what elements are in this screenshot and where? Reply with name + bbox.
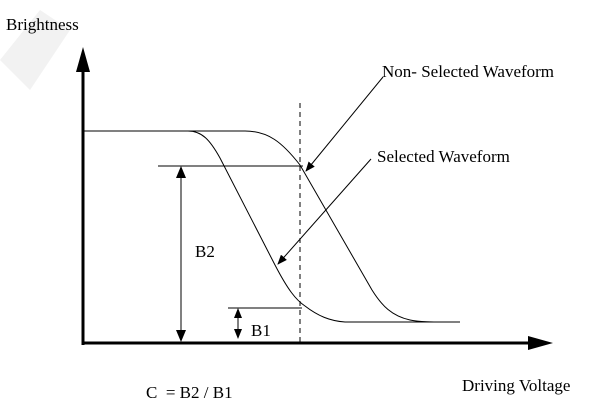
b1-arrowhead-bottom	[234, 329, 242, 339]
b2-arrowhead-top	[176, 166, 186, 178]
y-axis-arrowhead	[76, 47, 90, 72]
y-axis-label: Brightness	[6, 15, 79, 34]
b1-arrowhead-top	[234, 308, 242, 318]
b2-arrowhead-bottom	[176, 330, 186, 342]
non-selected-waveform-label: Non- Selected Waveform	[382, 62, 554, 81]
b2-label: B2	[195, 242, 215, 261]
x-axis-arrowhead	[528, 336, 553, 350]
contrast-formula: C = B2 / B1	[146, 383, 233, 402]
x-axis-label: Driving Voltage	[462, 376, 570, 395]
non-selected-leader-arrow	[306, 77, 383, 171]
selected-waveform-label: Selected Waveform	[377, 147, 510, 166]
selected-leader-arrow	[278, 159, 371, 264]
b1-label: B1	[251, 321, 271, 340]
